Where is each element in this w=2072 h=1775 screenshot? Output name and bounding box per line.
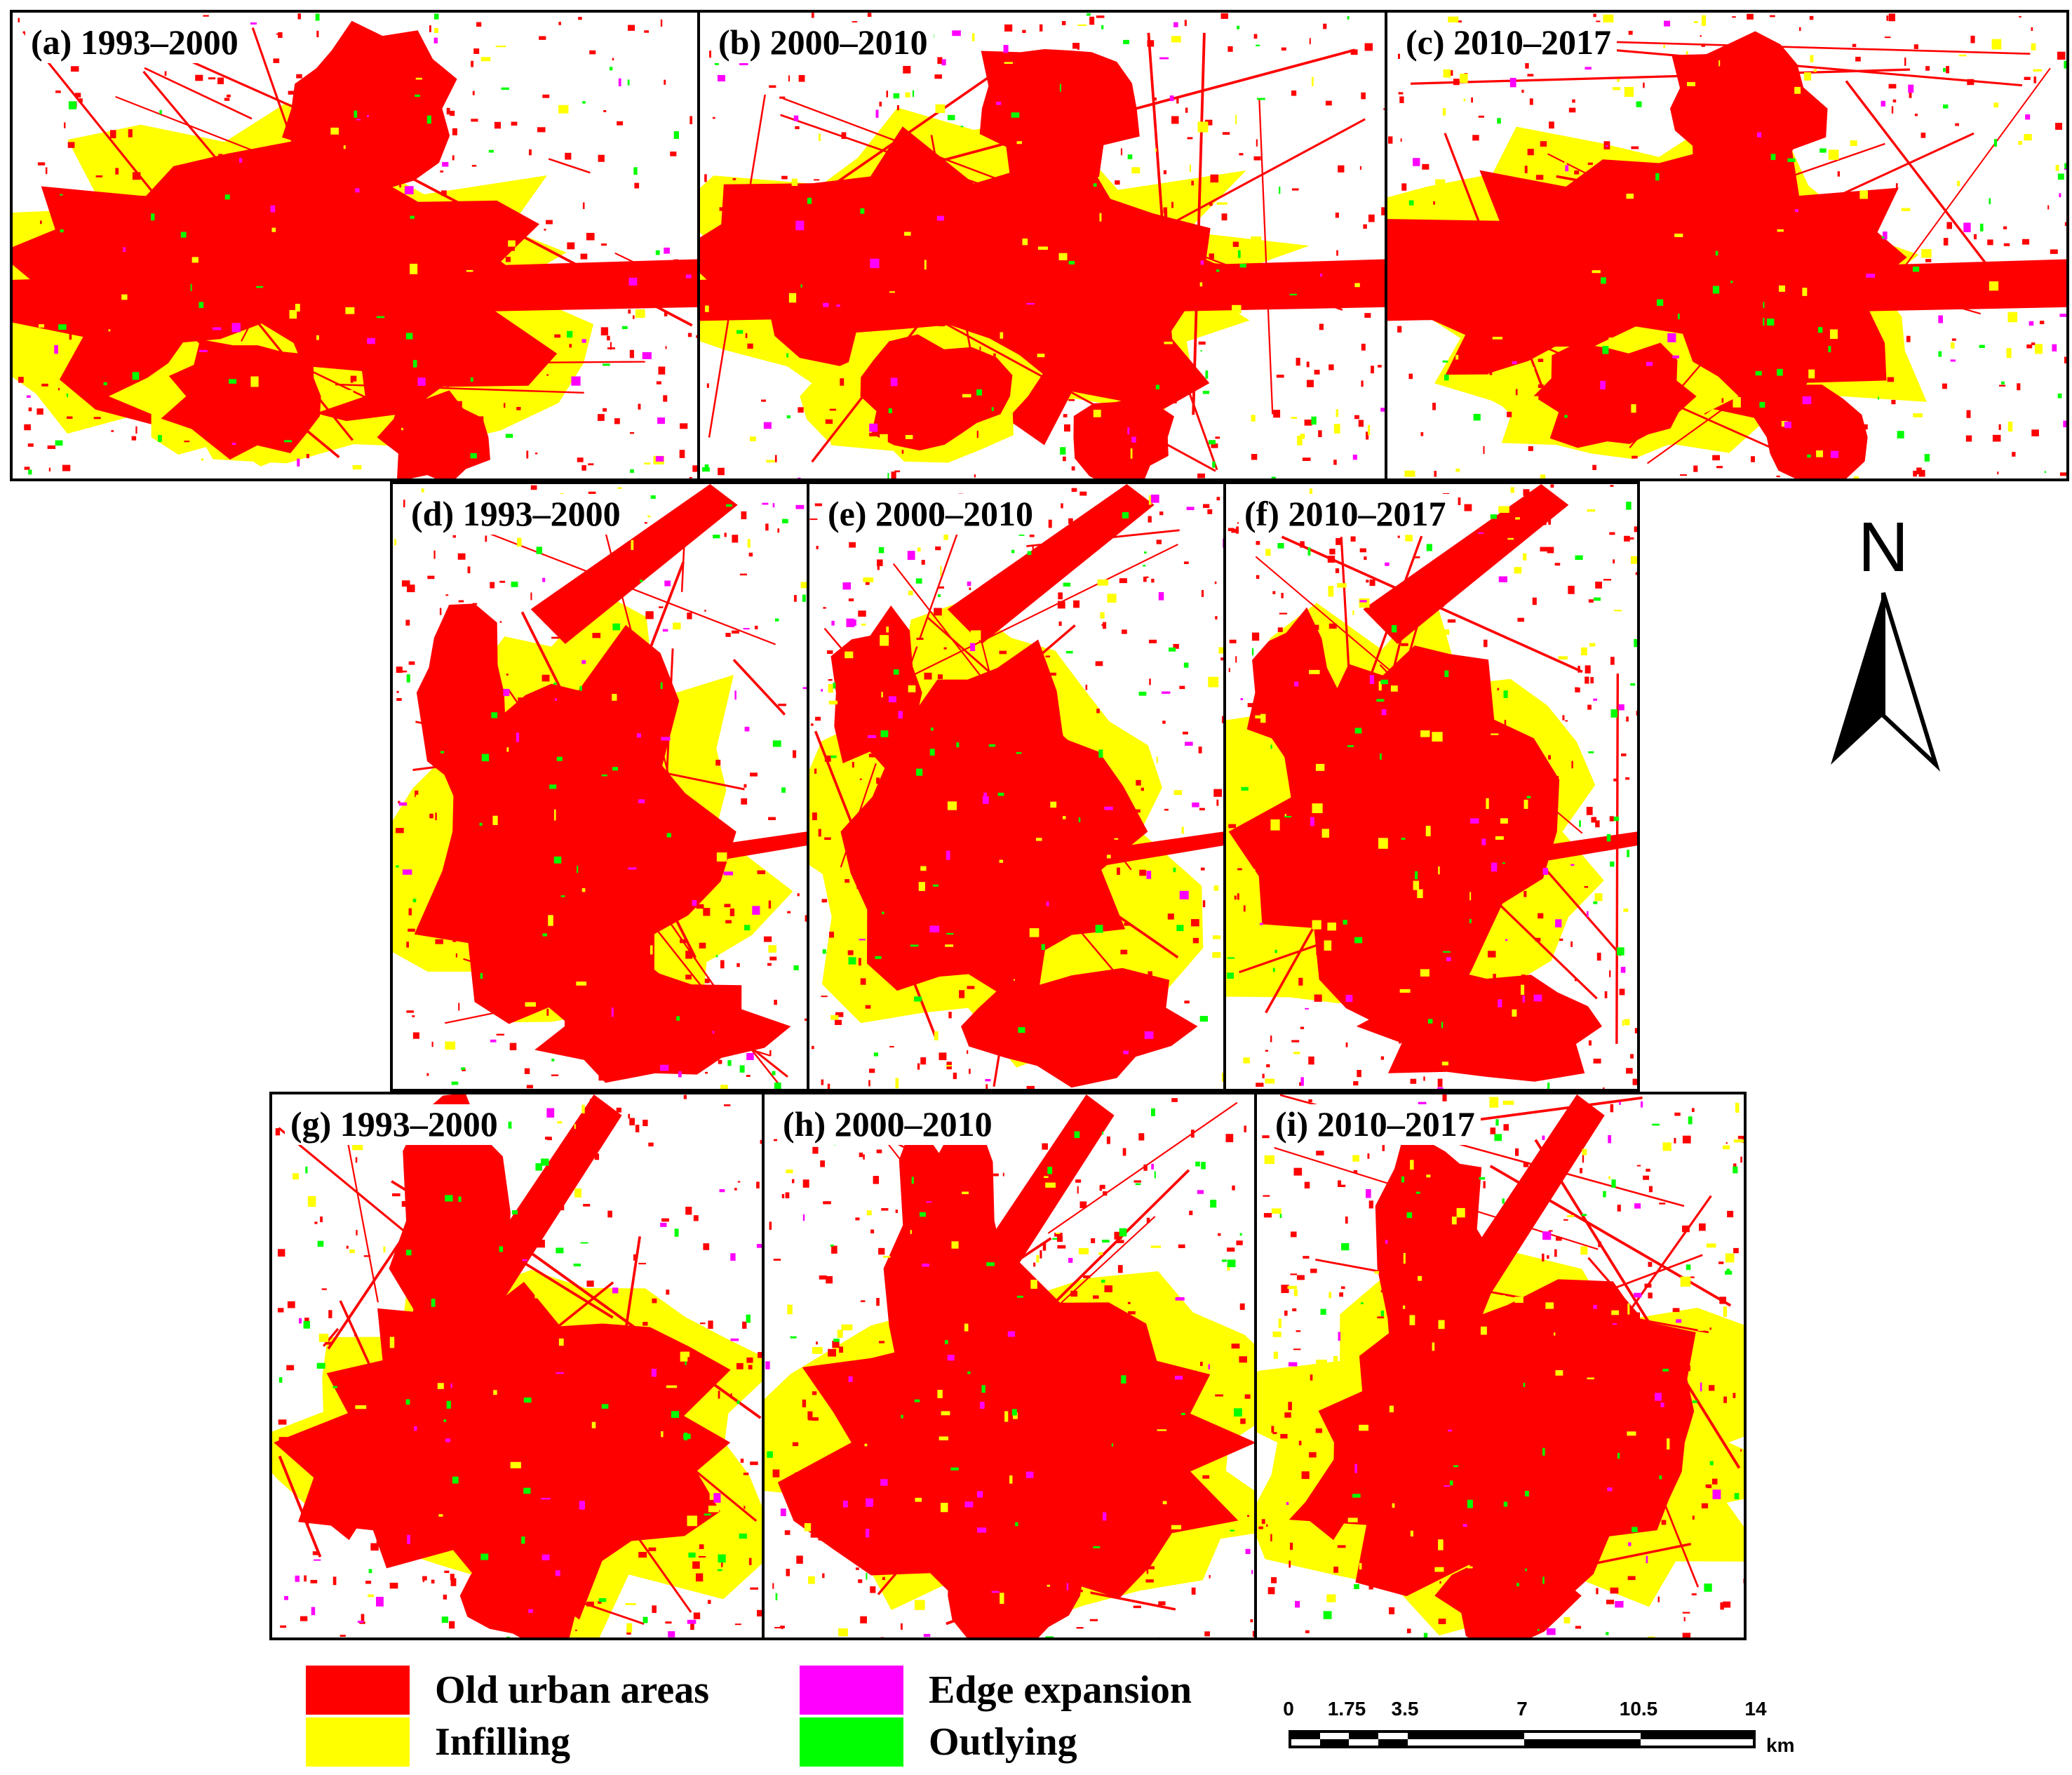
legend-label-outlying: Outlying <box>929 1720 1077 1764</box>
map-panel-g: (g) 1993–2000 <box>269 1092 765 1640</box>
urban-map-i <box>1257 1094 1744 1637</box>
scale-bar-graphic <box>1289 1730 1756 1748</box>
panel-label-e: (e) 2000–2010 <box>822 494 1039 535</box>
urban-map-g <box>272 1094 762 1637</box>
map-panel-f: (f) 2010–2017 <box>1223 481 1640 1092</box>
urban-map-e <box>809 484 1223 1089</box>
map-panel-a: (a) 1993–2000 <box>10 10 700 481</box>
legend-item-infilling: Infilling <box>306 1717 570 1767</box>
legend-swatch-edge-expansion <box>800 1666 903 1715</box>
legend-swatch-outlying <box>800 1717 903 1767</box>
scale-unit: km <box>1766 1734 1795 1756</box>
legend-swatch-infilling <box>306 1717 410 1767</box>
panel-label-h: (h) 2000–2010 <box>777 1104 998 1145</box>
panel-label-a: (a) 1993–2000 <box>25 22 244 63</box>
scale-tick: 10.5 <box>1619 1698 1658 1720</box>
scale-tick: 0 <box>1283 1698 1294 1720</box>
north-arrow: N <box>1824 512 1943 772</box>
panel-label-g: (g) 1993–2000 <box>285 1104 504 1145</box>
legend-item-edge-expansion: Edge expansion <box>800 1666 1192 1715</box>
map-panel-h: (h) 2000–2010 <box>762 1092 1257 1640</box>
legend-label-edge-expansion: Edge expansion <box>929 1668 1192 1712</box>
map-panel-c: (c) 2010–2017 <box>1385 10 2069 481</box>
map-panel-b: (b) 2000–2010 <box>697 10 1387 481</box>
scale-bar: 0 1.75 3.5 7 10.5 14 km <box>1242 1698 1803 1768</box>
scale-tick: 1.75 <box>1327 1698 1366 1720</box>
panel-label-c: (c) 2010–2017 <box>1400 22 1617 63</box>
urban-map-b <box>700 13 1385 478</box>
panel-label-b: (b) 2000–2010 <box>713 22 934 63</box>
urban-map-d <box>393 484 807 1089</box>
urban-map-h <box>765 1094 1254 1637</box>
legend-label-old-urban: Old urban areas <box>435 1668 710 1712</box>
panel-label-d: (d) 1993–2000 <box>405 494 626 535</box>
legend-label-infilling: Infilling <box>435 1720 570 1764</box>
scale-tick: 7 <box>1516 1698 1528 1720</box>
panel-label-f: (f) 2010–2017 <box>1239 494 1452 535</box>
legend-swatch-old-urban <box>306 1666 410 1715</box>
scale-tick: 3.5 <box>1391 1698 1419 1720</box>
map-panel-e: (e) 2000–2010 <box>807 481 1226 1092</box>
map-panel-i: (i) 2010–2017 <box>1254 1092 1747 1640</box>
urban-map-c <box>1387 13 2066 478</box>
scale-tick: 14 <box>1744 1698 1767 1720</box>
map-panel-d: (d) 1993–2000 <box>390 481 809 1092</box>
urban-map-a <box>13 13 697 478</box>
north-letter: N <box>1857 508 1909 587</box>
urban-map-f <box>1226 484 1637 1089</box>
panel-label-i: (i) 2010–2017 <box>1270 1104 1481 1145</box>
legend-item-old-urban: Old urban areas <box>306 1666 709 1715</box>
legend-item-outlying: Outlying <box>800 1717 1077 1767</box>
north-arrow-icon <box>1831 592 1941 772</box>
